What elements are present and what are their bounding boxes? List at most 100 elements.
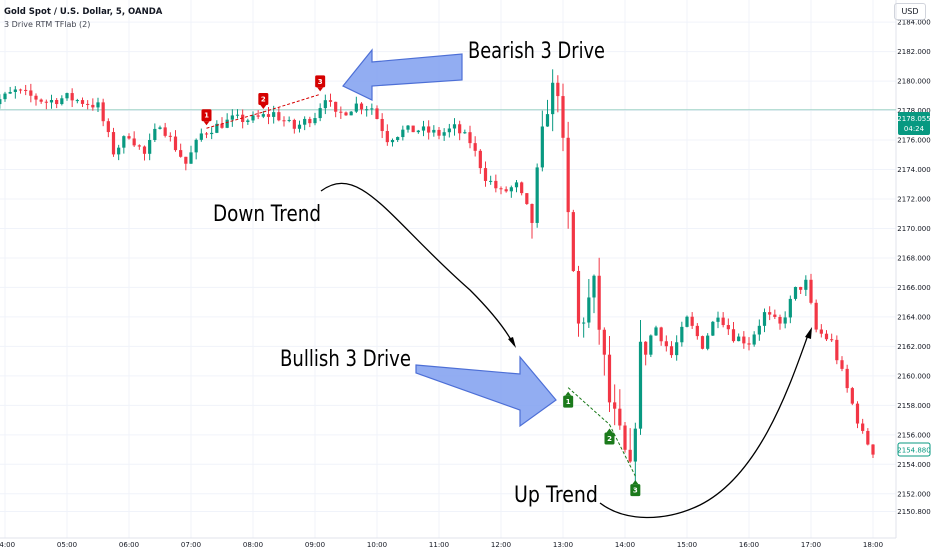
last-price-badge: 2154.880: [897, 442, 931, 457]
candle-body: [365, 109, 369, 111]
price-tick-label: 2168.000: [897, 254, 930, 262]
price-tick-label: 2164.000: [897, 313, 930, 321]
candle-body: [246, 120, 250, 122]
candle-body: [633, 428, 637, 462]
candle-body: [179, 150, 183, 157]
candle-body: [60, 98, 64, 105]
candle-body: [349, 111, 353, 116]
candle-body: [478, 150, 482, 169]
candle-body: [768, 312, 772, 315]
candle-body: [101, 102, 105, 122]
candle-body: [597, 275, 601, 330]
pattern-point-pointer: [203, 121, 210, 126]
candle-body: [39, 99, 43, 102]
price-tick-label: 2184.000: [897, 19, 930, 27]
time-tick-label: 16:00: [739, 541, 759, 549]
symbol-title[interactable]: Gold Spot / U.S. Dollar, 5, OANDA: [4, 7, 163, 17]
candle-body: [447, 128, 451, 133]
candle-body: [359, 103, 364, 110]
grid-lines: [0, 0, 896, 538]
candle-body: [396, 137, 400, 140]
candle-body: [855, 403, 860, 424]
pattern-point-marker: [315, 75, 326, 88]
candle-body: [385, 131, 389, 143]
pattern-markers: 1 2 3 1 2 3: [201, 75, 641, 497]
candle-body: [483, 168, 488, 181]
candle-body: [793, 286, 798, 299]
candle-body: [75, 100, 79, 102]
candle-body: [86, 103, 90, 105]
candle-body: [731, 329, 736, 342]
candle-body: [685, 316, 689, 327]
candle-body: [132, 138, 136, 146]
candle-body: [34, 95, 38, 100]
candle-body: [742, 336, 746, 344]
price-tick-label: 2158.000: [897, 402, 930, 410]
candle-body: [623, 425, 627, 450]
candle-body: [788, 298, 792, 318]
pattern-point-pointer: [260, 105, 267, 110]
bearish-label: Bearish 3 Drive: [468, 39, 605, 64]
candle-body: [70, 93, 74, 101]
candle-body: [752, 334, 756, 345]
candle-body: [442, 132, 446, 136]
up-trend-label: Up Trend: [514, 483, 598, 508]
candle-body: [282, 120, 286, 122]
candle-body: [158, 127, 162, 129]
candle-body: [210, 132, 214, 135]
candle-body: [148, 139, 152, 154]
candle-body: [638, 341, 643, 429]
candle-body: [458, 124, 462, 134]
pattern-point-label: 1: [566, 398, 571, 406]
candle-body: [137, 145, 141, 147]
candle-body: [726, 325, 730, 330]
candle-body: [700, 336, 705, 349]
pattern-point-label: 2: [607, 435, 612, 443]
candle-body: [804, 279, 808, 290]
candle-body: [127, 136, 131, 139]
countdown-timer: 04:24: [904, 125, 925, 133]
pattern-point-label: 3: [633, 487, 638, 495]
price-axis[interactable]: 2150.800 2152.000 2154.000 2156.000 2158.000…: [897, 19, 930, 516]
candle-body: [706, 335, 710, 349]
candle-body: [778, 316, 782, 324]
indicator-title[interactable]: 3 Drive RTM TFlab (2): [4, 20, 91, 29]
candle-body: [421, 126, 426, 131]
candle-body: [277, 112, 281, 121]
candle-body: [737, 336, 741, 342]
up-trend-curve: [599, 334, 809, 519]
candle-body: [613, 402, 617, 409]
candle-body: [370, 108, 374, 110]
candle-body: [571, 212, 575, 271]
candle-body: [809, 279, 813, 303]
candle-body: [840, 360, 844, 369]
candle-body: [427, 126, 431, 133]
candle-body: [354, 103, 358, 112]
candle-body: [551, 82, 555, 115]
candle-body: [499, 188, 503, 190]
candle-body: [711, 321, 715, 336]
candle-body: [814, 302, 818, 330]
candle-body: [520, 182, 524, 194]
candle-body: [866, 430, 870, 445]
pattern-leg: [567, 387, 610, 425]
candle-body: [390, 139, 395, 143]
time-tick-label: 04:00: [0, 541, 15, 549]
candle-body: [3, 93, 7, 100]
currency-button[interactable]: USD: [894, 3, 926, 20]
candle-body: [654, 327, 658, 336]
pattern-point-label: 1: [204, 112, 209, 120]
time-axis[interactable]: 04:00 05:00 06:00 07:00 08:00 09:00 10:00 11:00…: [0, 541, 883, 549]
candle-body: [468, 132, 472, 144]
candle-body: [690, 316, 694, 326]
candle-body: [540, 126, 544, 168]
candle-body: [747, 343, 751, 345]
price-tick-label: 2178.000: [897, 107, 930, 115]
candle-body: [504, 189, 508, 192]
time-tick-label: 05:00: [57, 541, 77, 549]
price-tick-label: 2172.000: [897, 195, 930, 203]
candle-body: [525, 193, 529, 204]
candle-body: [80, 100, 85, 104]
candle-body: [680, 326, 684, 343]
